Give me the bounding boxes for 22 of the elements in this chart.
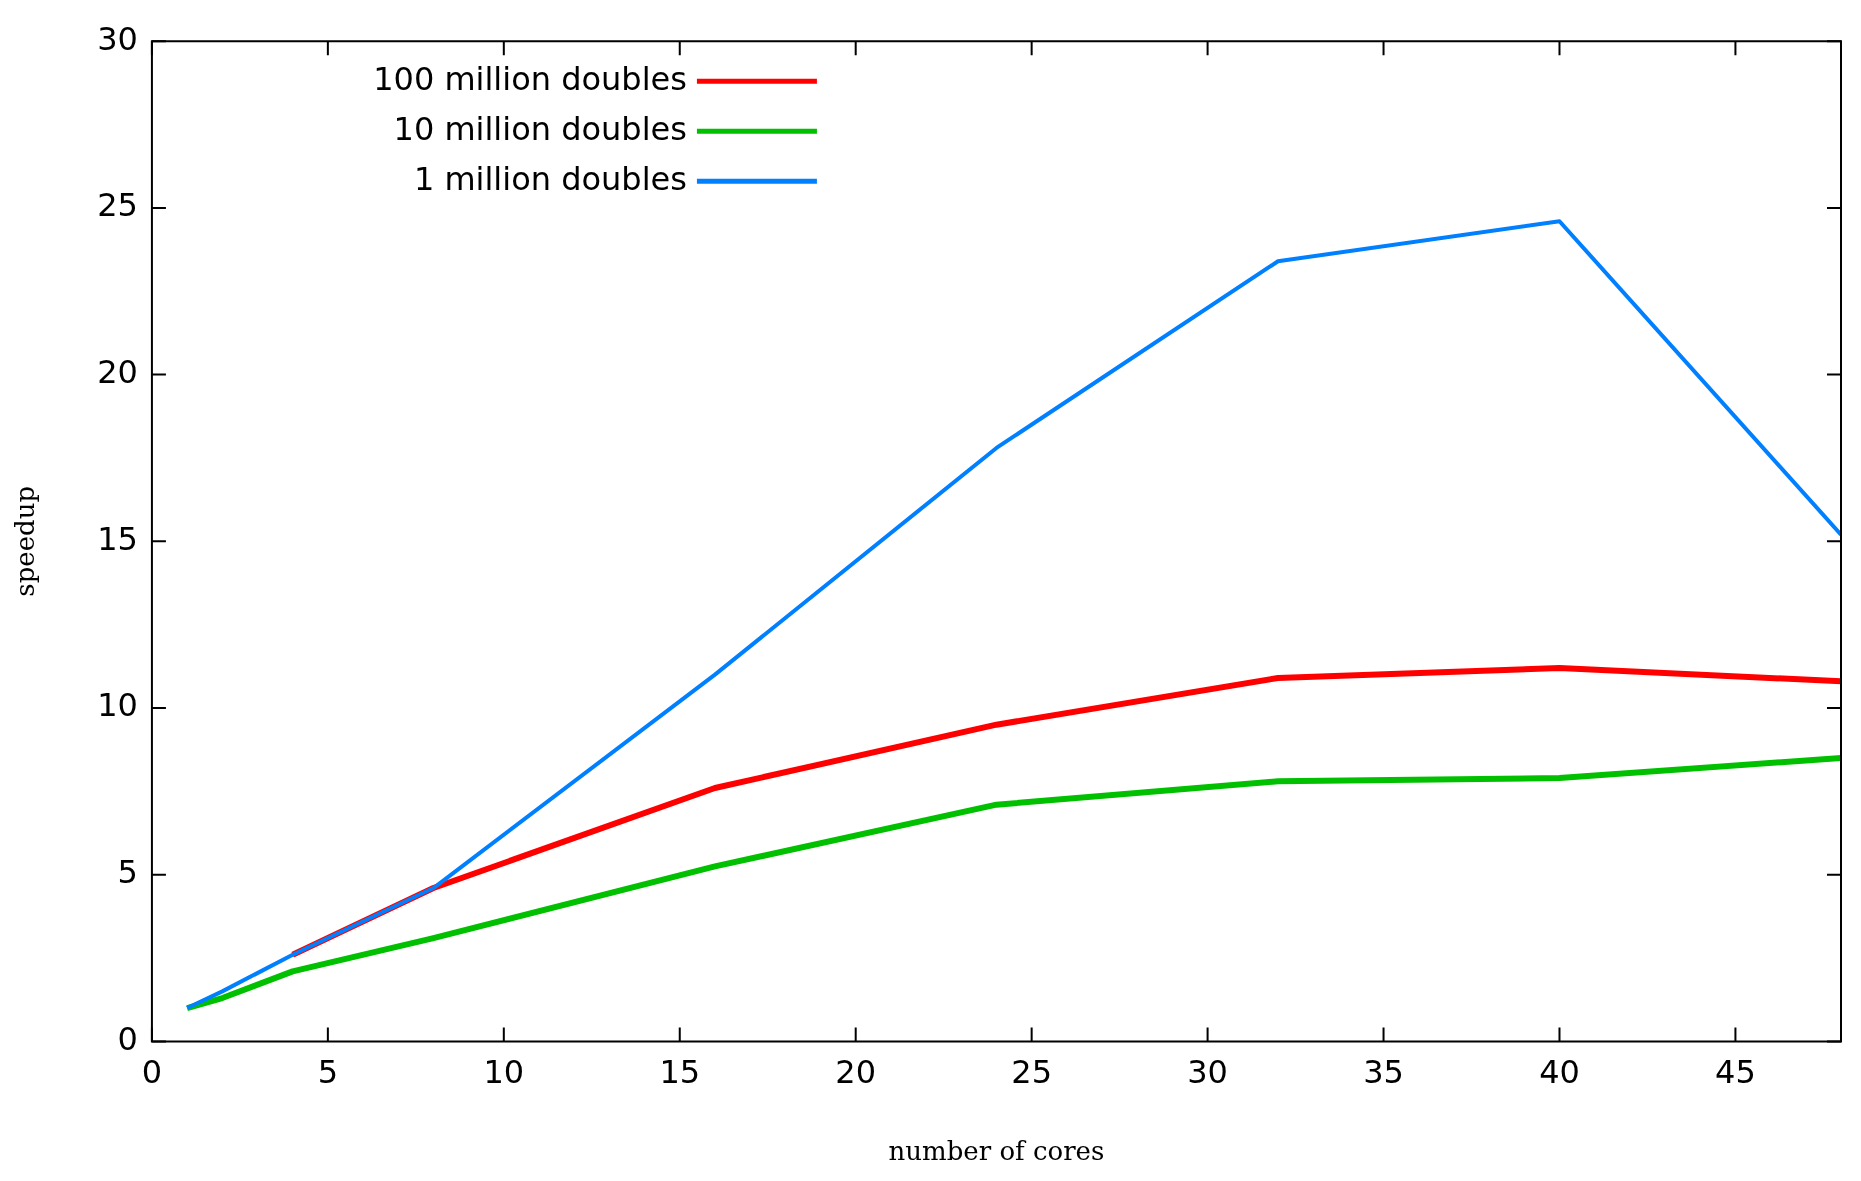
x-tick-label: 30	[1187, 1052, 1228, 1091]
legend-label: 1 million doubles	[413, 159, 687, 198]
x-tick-label: 35	[1363, 1052, 1404, 1091]
y-tick-label: 30	[97, 19, 138, 58]
x-tick-label: 25	[1011, 1052, 1053, 1091]
y-tick-label: 20	[97, 352, 138, 391]
y-tick-label: 5	[117, 853, 138, 892]
y-tick-label: 25	[97, 186, 138, 225]
x-tick-label: 0	[141, 1052, 163, 1091]
x-tick-label: 10	[483, 1052, 525, 1091]
x-tick-label: 45	[1715, 1052, 1756, 1091]
x-tick-label: 15	[659, 1052, 701, 1091]
x-tick-label: 40	[1539, 1052, 1580, 1091]
y-tick-label: 10	[97, 686, 138, 725]
x-axis-title: number of cores	[888, 1136, 1105, 1167]
x-tick-label: 20	[835, 1052, 877, 1091]
legend-label: 10 million doubles	[393, 109, 687, 148]
y-tick-label: 15	[97, 519, 138, 558]
legend-label: 100 million doubles	[373, 59, 687, 98]
y-axis-title: speedup	[10, 485, 41, 597]
y-tick-label: 0	[117, 1019, 138, 1058]
x-tick-label: 5	[317, 1052, 339, 1091]
